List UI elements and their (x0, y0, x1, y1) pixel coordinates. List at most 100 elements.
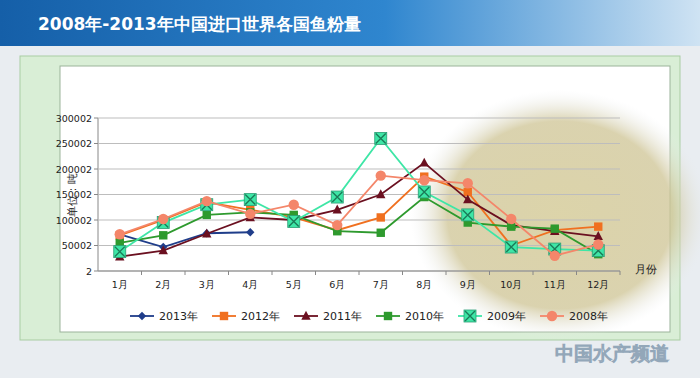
legend-marker (384, 312, 392, 320)
legend-label: 2010年 (405, 310, 444, 323)
data-point (159, 245, 168, 254)
data-point (114, 246, 126, 258)
data-point (333, 205, 342, 214)
marker-cross (376, 133, 386, 143)
marker-box (462, 209, 474, 221)
series-line (120, 163, 599, 257)
data-point (594, 222, 602, 230)
data-point (288, 216, 300, 228)
data-point (289, 200, 299, 210)
marker-box (505, 241, 517, 253)
marker-box (375, 132, 387, 144)
marker-box (244, 194, 256, 206)
x-tick-label: 6月 (329, 279, 345, 290)
tick (94, 118, 98, 119)
marker-box (464, 310, 476, 322)
data-point (331, 191, 343, 203)
y-tick-label: 50002 (62, 240, 92, 251)
marker-cross (289, 217, 299, 227)
marker-box (418, 186, 430, 198)
marker-cross (506, 242, 516, 252)
x-tick-label: 8月 (416, 279, 432, 290)
x-tick (489, 271, 490, 275)
grid-line (98, 143, 620, 144)
grid-line (98, 220, 620, 221)
marker-box (331, 191, 343, 203)
marker-cross (115, 247, 125, 257)
marker-box (114, 246, 126, 258)
marker-cross (245, 195, 255, 205)
title: 2008年-2013年中国进口世界各国鱼粉量 (38, 14, 361, 34)
data-point (506, 214, 516, 224)
x-tick-label: 4月 (242, 279, 258, 290)
marker-cross (465, 311, 475, 321)
marker-cross (332, 192, 342, 202)
x-tick (228, 271, 229, 275)
data-point (244, 194, 256, 206)
legend-label: 2011年 (323, 310, 362, 323)
data-point (377, 229, 385, 237)
marker-cross (463, 210, 473, 220)
x-tick (359, 271, 360, 275)
x-tick (576, 271, 577, 275)
legend-marker (464, 310, 476, 322)
data-point (550, 251, 560, 261)
x-tick (315, 271, 316, 275)
data-point (158, 214, 168, 224)
series-line (120, 176, 599, 256)
data-point (418, 186, 430, 198)
grid-line (98, 118, 620, 119)
tick (94, 271, 98, 272)
plot-area (114, 132, 605, 261)
title-banner (0, 0, 700, 46)
legend: 2013年2012年2011年2010年2009年2008年 (130, 310, 608, 323)
watermark: 中国水产频道 (555, 342, 669, 364)
x-tick-label: 2月 (155, 279, 171, 290)
data-point (332, 220, 342, 230)
series-line (120, 197, 599, 254)
series-line (120, 138, 599, 251)
legend-label: 2013年 (159, 310, 198, 323)
data-point (245, 209, 255, 219)
data-point (551, 224, 559, 232)
data-point (463, 194, 472, 203)
data-point (159, 231, 167, 239)
tick (94, 169, 98, 170)
x-axis-label: 月份 (635, 263, 657, 276)
data-point (202, 196, 212, 206)
data-point (375, 132, 387, 144)
x-tick-label: 12月 (587, 279, 609, 290)
x-tick-label: 3月 (199, 279, 215, 290)
x-tick (620, 271, 621, 275)
tick (94, 245, 98, 246)
legend-label: 2012年 (241, 310, 280, 323)
data-point (202, 229, 211, 238)
marker-cross (419, 187, 429, 197)
legend-label: 2008年 (569, 310, 608, 323)
y-tick-label: 300002 (56, 113, 92, 124)
x-tick (185, 271, 186, 275)
tick (94, 220, 98, 221)
x-tick-label: 9月 (460, 279, 476, 290)
x-tick-label: 11月 (544, 279, 566, 290)
data-point (376, 189, 385, 198)
data-point (505, 241, 517, 253)
tick (94, 143, 98, 144)
tick (94, 194, 98, 195)
data-point (203, 211, 211, 219)
y-axis-label: 单位：吨 (66, 173, 79, 217)
marker-box (288, 216, 300, 228)
data-point (462, 209, 474, 221)
data-point (420, 158, 429, 167)
legend-marker (220, 312, 228, 320)
x-tick-label: 10月 (500, 279, 522, 290)
data-point (593, 239, 603, 249)
chart: 2008年-2013年中国进口世界各国鱼粉量250002100002150002… (0, 0, 700, 378)
legend-marker (547, 311, 557, 321)
data-point (419, 175, 429, 185)
x-tick-label: 7月 (373, 279, 389, 290)
x-tick (141, 271, 142, 275)
data-point (376, 170, 386, 180)
x-tick (533, 271, 534, 275)
data-point (377, 213, 385, 221)
